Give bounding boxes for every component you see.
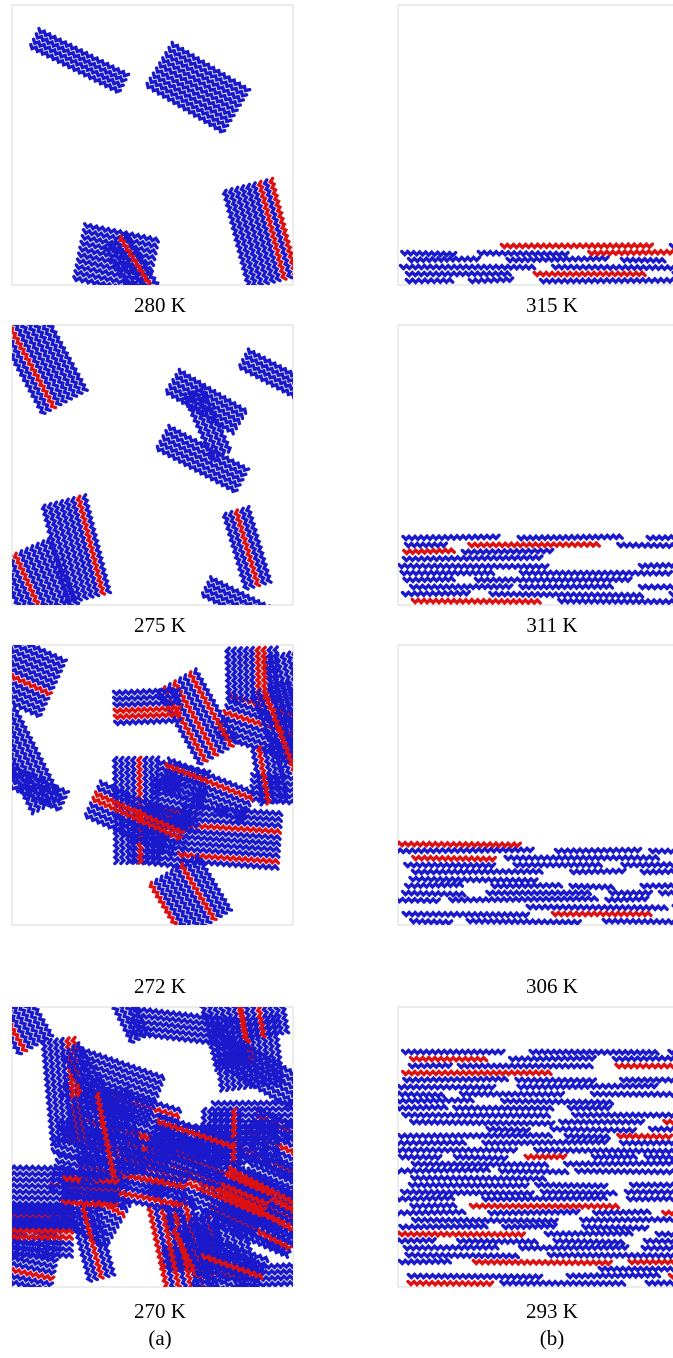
molecule-chain xyxy=(499,1170,567,1174)
molecule-chain xyxy=(625,1190,673,1193)
figure: 280 K 275 K 272 K 270 K (a) 315 K 311 K 306 K 29… xyxy=(0,0,673,1358)
molecule-chain xyxy=(534,272,645,275)
molecule-chain xyxy=(411,1058,487,1061)
molecule-chain xyxy=(411,1204,456,1208)
molecule-chain xyxy=(656,1233,673,1237)
molecule-chain xyxy=(618,544,673,548)
panel-label: 293 K xyxy=(526,1299,578,1323)
molecule-chain xyxy=(413,870,543,874)
panel-label: 270 K xyxy=(134,1299,186,1323)
molecule-chain xyxy=(642,1247,673,1251)
molecule-chain xyxy=(403,892,465,896)
molecule-chain xyxy=(530,1051,658,1054)
molecule-chain xyxy=(401,571,494,574)
molecule-chain xyxy=(545,1232,632,1236)
molecule-chain xyxy=(487,891,591,894)
molecule-chain xyxy=(567,1274,659,1278)
molecule-chain xyxy=(505,856,658,859)
molecule-chain xyxy=(293,651,319,757)
panel-label: 306 K xyxy=(526,974,578,998)
page: {"columns": [ {"panels": [{"label": "280… xyxy=(0,0,673,1358)
molecule-chain xyxy=(664,1120,673,1124)
snapshot-frame xyxy=(398,325,673,605)
molecule-chain xyxy=(458,1065,592,1068)
molecule-chain xyxy=(593,1155,637,1158)
molecule-chain xyxy=(565,1135,609,1139)
molecule-chain xyxy=(581,1218,673,1222)
molecule-chain xyxy=(399,1134,552,1138)
snapshot-frame xyxy=(398,5,673,285)
panel-label: 275 K xyxy=(134,613,186,637)
panel-label: 272 K xyxy=(134,974,186,998)
molecule-chain xyxy=(660,892,673,895)
molecule-chain xyxy=(621,1078,673,1081)
molecule-chain xyxy=(406,1254,518,1258)
molecule-chain xyxy=(0,1253,72,1257)
molecule-chain xyxy=(469,543,600,547)
molecule-chain xyxy=(397,1099,473,1103)
molecule-chain xyxy=(404,1246,498,1250)
molecule-chain xyxy=(599,1267,673,1270)
panel-label: 315 K xyxy=(526,293,578,317)
molecule-chain xyxy=(395,1211,465,1215)
molecule-chain xyxy=(639,585,673,588)
molecule-chain xyxy=(639,564,673,568)
molecule-chain xyxy=(393,1093,444,1097)
molecule-chain xyxy=(406,279,452,282)
molecule-chain xyxy=(483,1197,607,1201)
molecule-chain xyxy=(565,1161,673,1165)
molecule-chain xyxy=(406,272,510,275)
molecule-chain xyxy=(514,863,601,866)
molecule-chain xyxy=(629,1260,673,1263)
molecule-chain xyxy=(492,884,562,888)
molecule-chain xyxy=(404,578,454,582)
molecule-chain xyxy=(401,266,535,269)
molecule-chain xyxy=(554,1240,624,1244)
molecule-chain xyxy=(616,1065,673,1068)
molecule-chain xyxy=(404,549,455,553)
panel-label: 280 K xyxy=(134,293,186,317)
molecule-chain xyxy=(646,1281,673,1285)
molecule-chain xyxy=(621,259,665,262)
molecule-chain xyxy=(400,1225,487,1229)
molecule-chain xyxy=(395,1141,465,1144)
molecule-chain xyxy=(501,1282,625,1285)
molecule-chain xyxy=(403,1071,551,1074)
molecule-chain xyxy=(527,906,667,910)
column-caption: (a) xyxy=(148,1326,171,1350)
molecule-chain xyxy=(412,1163,547,1167)
molecule-chain xyxy=(470,1205,618,1208)
column-caption: (b) xyxy=(540,1326,565,1350)
molecule-chain xyxy=(412,1177,546,1181)
molecule-chain xyxy=(520,585,613,589)
molecule-chain xyxy=(403,1114,550,1117)
molecule-chain xyxy=(399,1260,450,1264)
molecule-chain xyxy=(502,1100,613,1104)
molecule-chain xyxy=(397,1106,447,1110)
panel-label: 311 K xyxy=(526,613,577,637)
molecule-chain xyxy=(622,863,673,867)
molecule-chain xyxy=(412,600,540,604)
molecule-chain xyxy=(559,600,673,604)
